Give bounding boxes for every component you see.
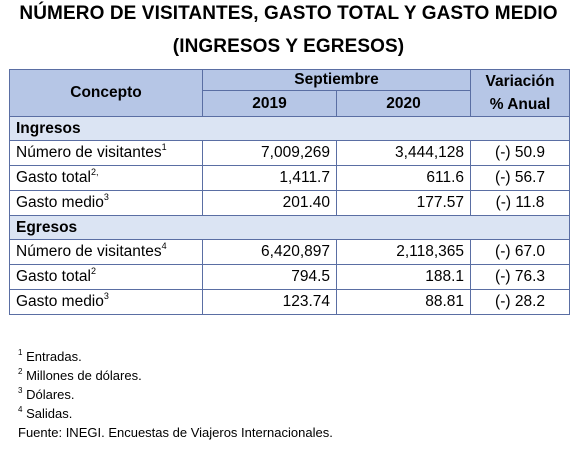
table-row: Número de visitantes4 6,420,897 2,118,36… <box>9 239 571 265</box>
row-label: Número de visitantes4 <box>9 239 203 265</box>
footnote-mark: 4 <box>18 404 23 414</box>
value-2020: 177.57 <box>335 190 472 216</box>
value-2019: 123.74 <box>202 289 337 315</box>
value-variation: (-) 76.3 <box>470 264 571 290</box>
row-label-text: Gasto medio <box>16 293 104 311</box>
header-variation-line2: % Anual <box>489 96 551 113</box>
source-note: Fuente: INEGI. Encuestas de Viajeros Int… <box>18 425 333 440</box>
row-label: Gasto medio3 <box>9 289 203 315</box>
title-line-2: (INGRESOS Y EGRESOS) <box>172 36 405 57</box>
section-row-egresos: Egresos <box>8 215 571 240</box>
footnote-text: Millones de dólares. <box>26 368 142 383</box>
footnote-ref: 4 <box>161 241 167 252</box>
value-2020: 2,118,365 <box>335 239 472 265</box>
table-row: Número de visitantes1 7,009,269 3,444,12… <box>9 140 571 166</box>
title-line-1: NÚMERO DE VISITANTES, GASTO TOTAL Y GAST… <box>19 3 558 24</box>
footnote-ref: 1 <box>161 142 167 153</box>
value-variation: (-) 28.2 <box>470 289 571 315</box>
value-2019: 6,420,897 <box>202 239 337 265</box>
value-variation: (-) 67.0 <box>470 239 571 265</box>
footnote: 3 Dólares. <box>18 385 333 404</box>
table-row: Gasto total2, 1,411.7 611.6 (-) 56.7 <box>9 165 571 191</box>
row-label-text: Gasto medio <box>16 194 104 212</box>
value-2020: 611.6 <box>335 165 472 191</box>
footnote-ref: 3 <box>103 291 109 302</box>
row-label-text: Gasto total <box>16 268 91 286</box>
footnote-mark: 3 <box>18 385 23 395</box>
table-row: Gasto medio3 201.40 177.57 (-) 11.8 <box>9 190 571 216</box>
footnote-text: Dólares. <box>26 387 75 402</box>
footnote-text: Salidas. <box>26 406 73 421</box>
section-label: Egresos <box>8 215 571 240</box>
value-variation: (-) 11.8 <box>470 190 571 216</box>
footnote-mark: 1 <box>18 347 23 357</box>
value-2019: 201.40 <box>202 190 337 216</box>
row-label: Gasto total2, <box>9 165 203 191</box>
row-label-text: Gasto total <box>16 169 91 187</box>
footnote-mark: 2 <box>18 366 23 376</box>
footnote-text: Entradas. <box>26 349 82 364</box>
header-row-1: Concepto Septiembre Variación % Anual <box>9 68 571 117</box>
value-2020: 88.81 <box>335 289 472 315</box>
footnote-ref: 2 <box>90 266 96 277</box>
row-label: Gasto total2 <box>9 264 203 290</box>
row-label-text: Número de visitantes <box>16 144 162 162</box>
footnote: 4 Salidas. <box>18 404 333 423</box>
value-2020: 188.1 <box>335 264 472 290</box>
section-row-ingresos: Ingresos <box>8 116 571 141</box>
value-variation: (-) 56.7 <box>470 165 571 191</box>
header-row-2: 2019 2020 <box>10 90 570 117</box>
header-variation-line1: Variación <box>485 73 555 90</box>
header-year-2020: 2020 <box>335 90 472 117</box>
table-row: Gasto medio3 123.74 88.81 (-) 28.2 <box>9 289 571 315</box>
row-label: Número de visitantes1 <box>9 140 203 166</box>
header-concepto: Concepto <box>9 69 203 117</box>
value-2019: 794.5 <box>202 264 337 290</box>
footnotes: 1 Entradas. 2 Millones de dólares. 3 Dól… <box>18 347 333 442</box>
header-year-2019: 2019 <box>202 90 337 117</box>
value-variation: (-) 50.9 <box>470 140 571 166</box>
header-month: Septiembre <box>201 68 472 92</box>
visitors-table: Concepto Septiembre Variación % Anual 20… <box>8 68 571 315</box>
section-label: Ingresos <box>8 116 571 141</box>
row-label-text: Número de visitantes <box>16 243 162 261</box>
value-2019: 1,411.7 <box>202 165 337 191</box>
footnote: 1 Entradas. <box>18 347 333 366</box>
footnote: 2 Millones de dólares. <box>18 366 333 385</box>
table-row: Gasto total2 794.5 188.1 (-) 76.3 <box>9 264 571 290</box>
header-variation: Variación % Anual <box>470 69 571 117</box>
value-2020: 3,444,128 <box>335 140 472 166</box>
footnote-ref: 3 <box>103 192 109 203</box>
footnote-ref: 2, <box>90 167 99 178</box>
row-label: Gasto medio3 <box>9 190 203 216</box>
value-2019: 7,009,269 <box>202 140 337 166</box>
